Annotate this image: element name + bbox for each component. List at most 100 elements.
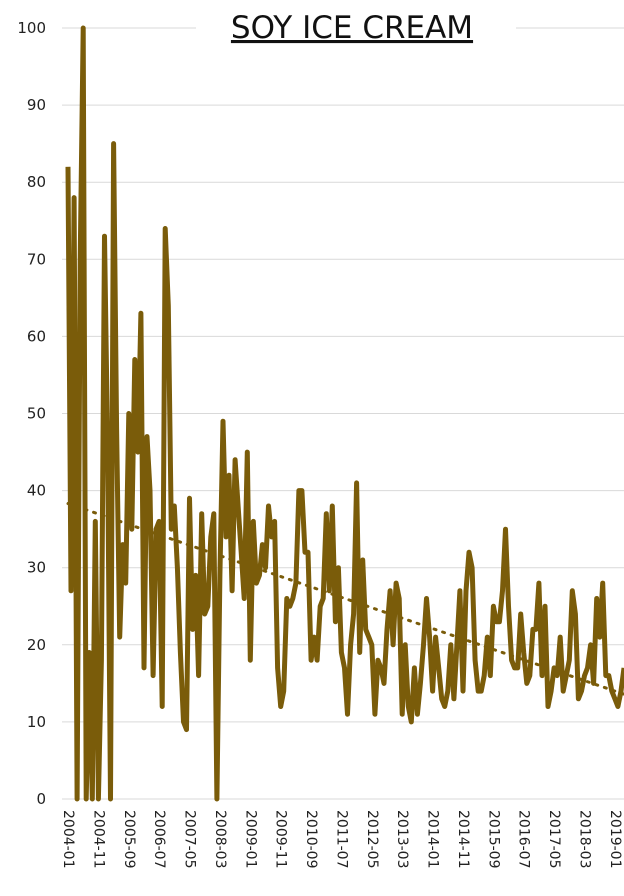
x-tick-label: 2013-03 (394, 810, 410, 869)
data-point (592, 681, 596, 685)
data-point (564, 674, 568, 678)
data-point (285, 597, 289, 601)
data-point (136, 450, 140, 454)
data-point (537, 581, 541, 585)
data-point (516, 666, 520, 670)
data-point (178, 651, 182, 655)
data-point (619, 689, 623, 693)
data-point (191, 627, 195, 631)
data-point (504, 527, 508, 531)
data-point (206, 604, 210, 608)
data-point (412, 666, 416, 670)
data-point (349, 643, 353, 647)
data-point (601, 581, 605, 585)
data-point (200, 512, 204, 516)
data-point (452, 697, 456, 701)
data-point (552, 666, 556, 670)
x-tick-label: 2008-03 (212, 810, 228, 869)
data-point (500, 589, 504, 593)
data-point (154, 527, 158, 531)
data-point (464, 589, 468, 593)
x-tick-label: 2015-09 (485, 810, 501, 869)
data-point (300, 489, 304, 493)
y-tick-label: 100 (17, 19, 46, 37)
series-line (65, 25, 624, 802)
data-point (497, 620, 501, 624)
data-point (598, 635, 602, 639)
data-point (406, 704, 410, 708)
data-point (87, 651, 91, 655)
data-point (370, 643, 374, 647)
data-point (425, 597, 429, 601)
data-point (428, 635, 432, 639)
x-tick-label: 2017-05 (546, 810, 562, 869)
data-point (151, 674, 155, 678)
data-point (488, 674, 492, 678)
data-point (519, 612, 523, 616)
data-point (361, 558, 365, 562)
data-point (558, 635, 562, 639)
data-point (583, 674, 587, 678)
data-point (306, 550, 310, 554)
data-point (434, 635, 438, 639)
data-point (227, 473, 231, 477)
data-point (482, 674, 486, 678)
data-point (267, 504, 271, 508)
data-point (431, 689, 435, 693)
data-point (355, 481, 359, 485)
data-point (327, 589, 331, 593)
data-point (239, 550, 243, 554)
data-point (197, 674, 201, 678)
data-point (81, 26, 85, 30)
data-point (324, 512, 328, 516)
data-point (318, 604, 322, 608)
data-point (543, 604, 547, 608)
data-point (221, 419, 225, 423)
data-point (175, 566, 179, 570)
data-point (66, 165, 70, 169)
data-point (288, 604, 292, 608)
data-point (257, 573, 261, 577)
data-point (194, 573, 198, 577)
y-tick-label: 30 (27, 559, 46, 577)
title-background (196, 4, 516, 50)
data-point (379, 666, 383, 670)
data-point (479, 689, 483, 693)
x-tick-label: 2007-05 (182, 810, 198, 869)
data-point (69, 589, 73, 593)
x-tick-label: 2019-01 (607, 810, 623, 869)
y-tick-label: 40 (27, 482, 46, 500)
y-tick-label: 20 (27, 636, 46, 654)
data-point (507, 604, 511, 608)
y-tick-label: 0 (36, 790, 46, 808)
data-point (109, 797, 113, 801)
data-point (446, 689, 450, 693)
data-point (485, 635, 489, 639)
data-point (312, 635, 316, 639)
data-point (157, 519, 161, 523)
data-point (546, 704, 550, 708)
data-point (93, 519, 97, 523)
data-point (437, 666, 441, 670)
data-point (251, 519, 255, 523)
data-point (570, 589, 574, 593)
data-point (549, 689, 553, 693)
data-point (415, 712, 419, 716)
data-point (230, 589, 234, 593)
x-tick-label: 2009-01 (242, 810, 258, 869)
data-point (467, 550, 471, 554)
data-point (209, 535, 213, 539)
data-point (236, 504, 240, 508)
data-point (169, 527, 173, 531)
data-point (75, 797, 79, 801)
y-tick-label: 50 (27, 405, 46, 423)
y-tick-label: 80 (27, 173, 46, 191)
data-point (233, 458, 237, 462)
data-point (385, 627, 389, 631)
data-point (263, 566, 267, 570)
data-point (540, 674, 544, 678)
data-point (218, 573, 222, 577)
data-point (342, 666, 346, 670)
data-point (224, 535, 228, 539)
